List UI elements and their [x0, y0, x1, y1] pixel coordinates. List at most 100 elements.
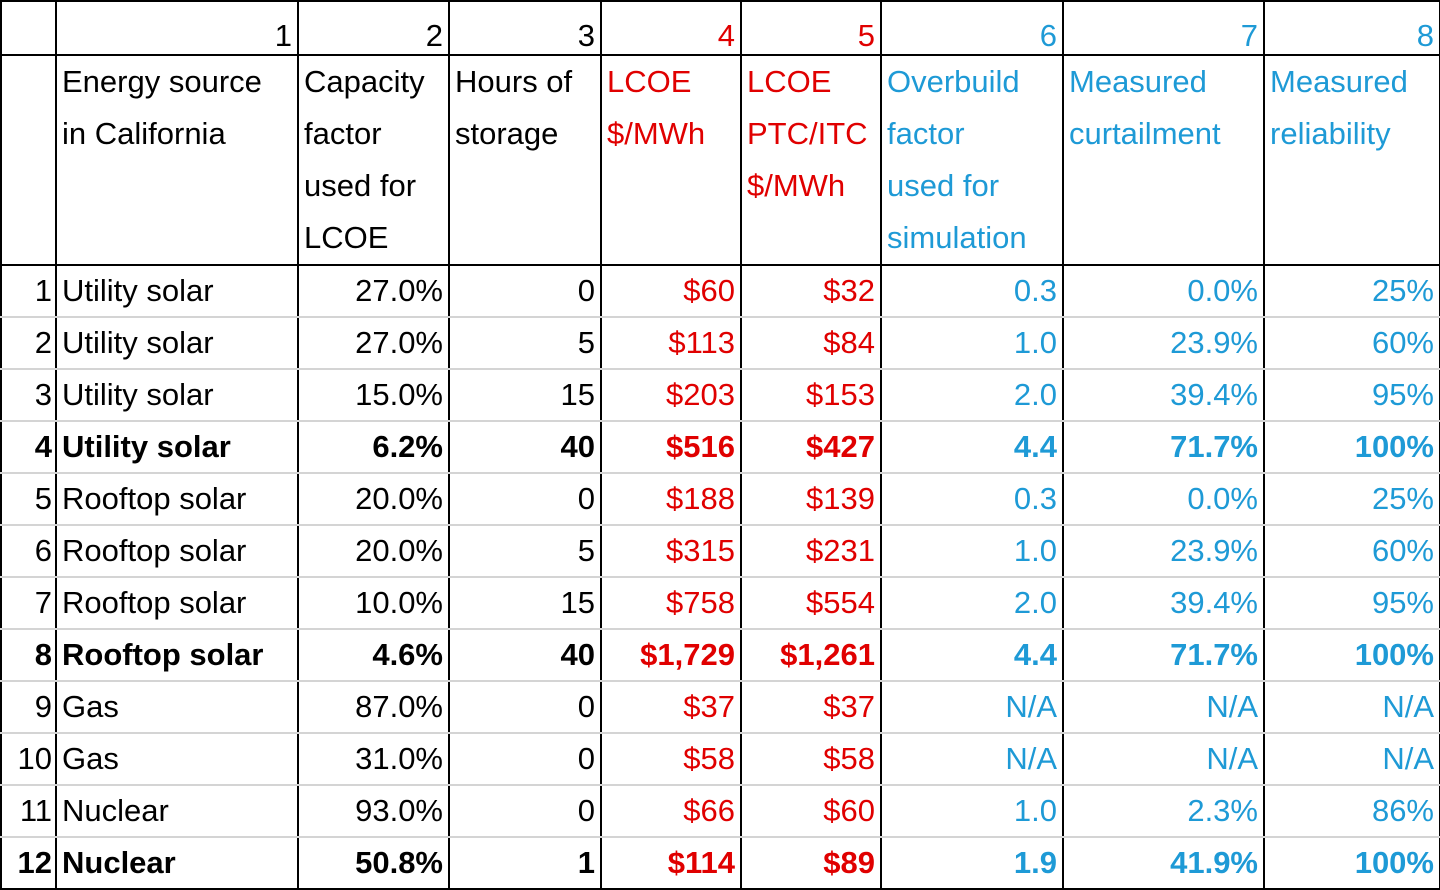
header-line: Measured — [1270, 64, 1408, 99]
row-index: 9 — [0, 681, 57, 734]
cell: 1.9 — [880, 837, 1064, 890]
cell: 23.9% — [1062, 525, 1265, 578]
header-line: Hours of — [455, 64, 573, 99]
row-index: 4 — [0, 421, 57, 474]
cell: 0.0% — [1062, 265, 1265, 318]
row-index: 11 — [0, 785, 57, 838]
cell: 0 — [448, 681, 602, 734]
cell: 15 — [448, 577, 602, 630]
cell: Rooftop solar — [55, 473, 299, 526]
data-row: 4 Utility solar 6.2% 40 $516 $427 4.4 71.7% 100% — [0, 421, 1440, 474]
cell: $139 — [740, 473, 882, 526]
cell: 0 — [448, 265, 602, 318]
cell: $153 — [740, 369, 882, 422]
cell: $37 — [600, 681, 742, 734]
cell: $58 — [740, 733, 882, 786]
column-header: LCOE $/MWh — [600, 55, 742, 266]
cell: $114 — [600, 837, 742, 890]
cell: $37 — [740, 681, 882, 734]
cell: 0 — [448, 733, 602, 786]
cell: N/A — [1062, 733, 1265, 786]
cell: 71.7% — [1062, 421, 1265, 474]
column-header: Energy source in California — [55, 55, 299, 266]
data-row: 11 Nuclear 93.0% 0 $66 $60 1.0 2.3% 86% — [0, 785, 1440, 838]
cell: $427 — [740, 421, 882, 474]
cell: N/A — [1062, 681, 1265, 734]
cell: $58 — [600, 733, 742, 786]
cell: $60 — [740, 785, 882, 838]
header-line: curtailment — [1069, 116, 1221, 151]
cell: $1,729 — [600, 629, 742, 682]
cell: Nuclear — [55, 837, 299, 890]
cell: 23.9% — [1062, 317, 1265, 370]
column-header: LCOE PTC/ITC $/MWh — [740, 55, 882, 266]
column-header: Measured reliability — [1263, 55, 1440, 266]
cell: Nuclear — [55, 785, 299, 838]
row-index: 7 — [0, 577, 57, 630]
header-line: Capacity — [304, 64, 425, 99]
cell: $554 — [740, 577, 882, 630]
column-number: 3 — [448, 0, 602, 56]
cell: 93.0% — [297, 785, 450, 838]
column-number: 2 — [297, 0, 450, 56]
cell: 2.0 — [880, 577, 1064, 630]
cell: Utility solar — [55, 421, 299, 474]
data-row: 10 Gas 31.0% 0 $58 $58 N/A N/A N/A — [0, 733, 1440, 786]
cell: $315 — [600, 525, 742, 578]
header-line: Overbuild — [887, 64, 1020, 99]
header-line: factor — [887, 116, 965, 151]
column-number: 5 — [740, 0, 882, 56]
cell: 6.2% — [297, 421, 450, 474]
cell: $1,261 — [740, 629, 882, 682]
data-row: 12 Nuclear 50.8% 1 $114 $89 1.9 41.9% 100% — [0, 837, 1440, 890]
cell: 25% — [1263, 473, 1440, 526]
cell: 4.6% — [297, 629, 450, 682]
cell: 20.0% — [297, 525, 450, 578]
header-line: factor — [304, 116, 382, 151]
row-index: 8 — [0, 629, 57, 682]
cell: $66 — [600, 785, 742, 838]
data-row: 3 Utility solar 15.0% 15 $203 $153 2.0 39.4% 95% — [0, 369, 1440, 422]
cell: 0 — [448, 473, 602, 526]
header-label-row: Energy source in California Capacity factor… — [0, 55, 1440, 266]
cell: 39.4% — [1062, 577, 1265, 630]
row-index: 1 — [0, 265, 57, 318]
cell: $203 — [600, 369, 742, 422]
cell: 5 — [448, 525, 602, 578]
cell: 87.0% — [297, 681, 450, 734]
cell: 10.0% — [297, 577, 450, 630]
cell: $231 — [740, 525, 882, 578]
cell: 20.0% — [297, 473, 450, 526]
column-header: Overbuild factor used for simulation — [880, 55, 1064, 266]
cell: 0.3 — [880, 265, 1064, 318]
cell: 86% — [1263, 785, 1440, 838]
cell: 2.0 — [880, 369, 1064, 422]
cell: 100% — [1263, 837, 1440, 890]
cell: 1.0 — [880, 317, 1064, 370]
column-header: Measured curtailment — [1062, 55, 1265, 266]
column-number: 7 — [1062, 0, 1265, 56]
cell: 39.4% — [1062, 369, 1265, 422]
cell: 0.3 — [880, 473, 1064, 526]
cell: 4.4 — [880, 421, 1064, 474]
cell: N/A — [880, 733, 1064, 786]
cell: $188 — [600, 473, 742, 526]
row-index: 2 — [0, 317, 57, 370]
row-index: 10 — [0, 733, 57, 786]
cell: $113 — [600, 317, 742, 370]
cell: Utility solar — [55, 317, 299, 370]
header-line: storage — [455, 116, 559, 151]
cell: 0 — [448, 785, 602, 838]
cell: $89 — [740, 837, 882, 890]
cell: 1.0 — [880, 785, 1064, 838]
cell: $60 — [600, 265, 742, 318]
cell: 71.7% — [1062, 629, 1265, 682]
cell: $516 — [600, 421, 742, 474]
cell: 40 — [448, 629, 602, 682]
cell: $84 — [740, 317, 882, 370]
row-index: 3 — [0, 369, 57, 422]
